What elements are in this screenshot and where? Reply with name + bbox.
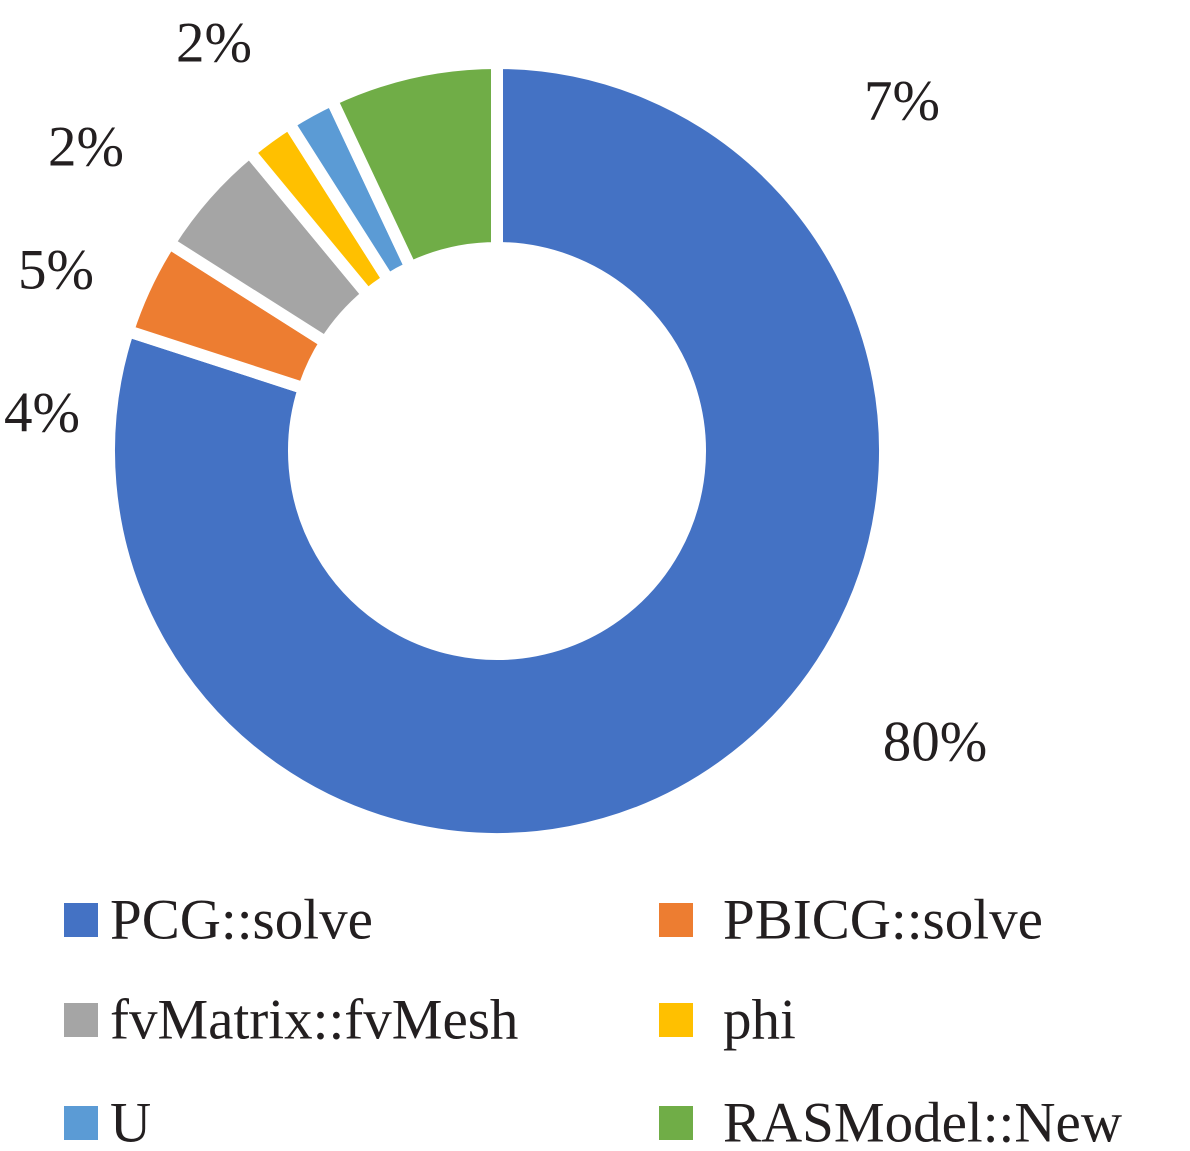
- data-label: 80%: [883, 711, 987, 774]
- legend-label: PCG::solve: [110, 889, 373, 952]
- legend-swatch: [64, 1106, 98, 1140]
- legend-swatch: [659, 1003, 693, 1037]
- data-label: 4%: [4, 382, 80, 445]
- legend-swatch: [64, 903, 98, 937]
- legend-swatch: [64, 1003, 98, 1037]
- donut-slice: [323, 56, 503, 276]
- legend-item: fvMatrix::fvMesh: [64, 989, 518, 1052]
- data-label: 2%: [48, 116, 124, 179]
- legend-swatch: [659, 1106, 693, 1140]
- legend-item: PCG::solve: [64, 889, 373, 952]
- donut-slices: [103, 56, 891, 845]
- legend-label: phi: [723, 989, 796, 1052]
- data-label: 7%: [864, 70, 940, 133]
- data-label: 2%: [176, 12, 252, 75]
- legend-label: U: [110, 1092, 151, 1151]
- legend-swatch: [659, 903, 693, 937]
- legend-label: PBICG::solve: [723, 889, 1043, 952]
- legend-label: fvMatrix::fvMesh: [110, 989, 518, 1052]
- data-label: 5%: [18, 239, 94, 302]
- legend-item: PBICG::solve: [659, 889, 1043, 952]
- legend-item: phi: [659, 989, 796, 1052]
- donut-slice: [103, 56, 891, 845]
- data-labels: 80% 4% 5% 2% 2% 7%: [4, 12, 987, 774]
- legend-label: RASModel::New: [723, 1092, 1122, 1151]
- legend-item: U: [64, 1092, 151, 1151]
- legend-item: RASModel::New: [659, 1092, 1122, 1151]
